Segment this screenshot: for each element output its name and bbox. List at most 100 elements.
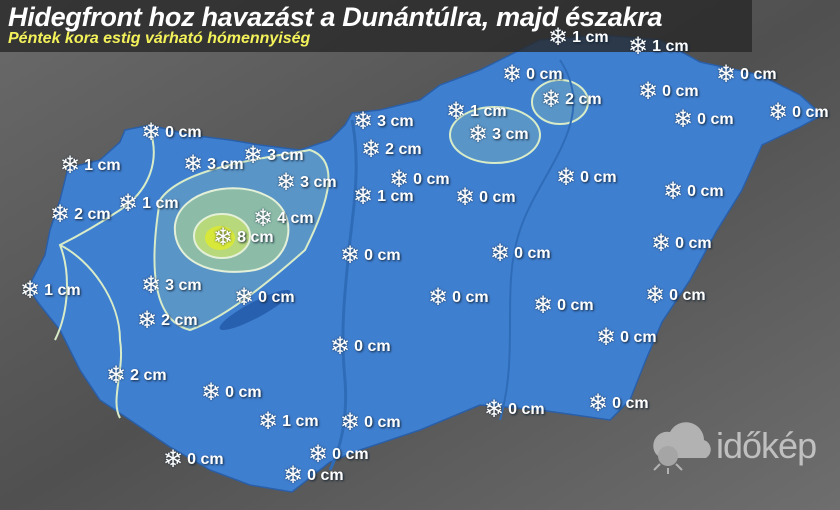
lake-balaton (219, 289, 291, 331)
station-marker: ❄ 0 cm (389, 168, 450, 192)
snowflake-icon: ❄ (201, 379, 222, 406)
snowflake-icon: ❄ (428, 284, 449, 311)
snow-amount-label: 0 cm (514, 245, 551, 262)
station-marker: ❄ 0 cm (428, 286, 489, 310)
station-marker: ❄ 0 cm (768, 101, 829, 125)
snowflake-icon: ❄ (141, 119, 162, 146)
snow-amount-label: 3 cm (165, 277, 202, 294)
snowflake-icon: ❄ (541, 86, 562, 113)
snowflake-icon: ❄ (556, 164, 577, 191)
station-marker: ❄ 2 cm (50, 203, 111, 227)
snow-amount-label: 0 cm (620, 329, 657, 346)
snow-amount-label: 0 cm (669, 287, 706, 304)
station-marker: ❄ 8 cm (213, 226, 274, 250)
station-marker: ❄ 0 cm (673, 108, 734, 132)
station-marker: ❄ 0 cm (201, 381, 262, 405)
station-marker: ❄ 0 cm (308, 443, 369, 467)
snow-amount-label: 8 cm (237, 229, 274, 246)
title-bar: Hidegfront hoz havazást a Dunántúlra, ma… (0, 0, 752, 52)
station-marker: ❄ 1 cm (548, 26, 609, 50)
snowflake-icon: ❄ (389, 166, 410, 193)
snow-amount-label: 1 cm (84, 157, 121, 174)
station-marker: ❄ 0 cm (330, 335, 391, 359)
snow-amount-label: 0 cm (452, 289, 489, 306)
snow-amount-label: 0 cm (580, 169, 617, 186)
snowflake-icon: ❄ (276, 169, 297, 196)
snow-amount-label: 0 cm (675, 235, 712, 252)
snowflake-icon: ❄ (106, 362, 127, 389)
station-marker: ❄ 2 cm (106, 364, 167, 388)
station-marker: ❄ 1 cm (118, 192, 179, 216)
snow-amount-label: 0 cm (508, 401, 545, 418)
snowflake-icon: ❄ (596, 324, 617, 351)
station-marker: ❄ 3 cm (183, 153, 244, 177)
snowflake-icon: ❄ (548, 24, 569, 51)
river-danube (328, 119, 358, 471)
station-marker: ❄ 3 cm (276, 171, 337, 195)
snowflake-icon: ❄ (484, 396, 505, 423)
snow-amount-label: 0 cm (364, 414, 401, 431)
station-marker: ❄ 0 cm (638, 80, 699, 104)
snow-amount-label: 2 cm (130, 367, 167, 384)
snowflake-icon: ❄ (213, 224, 234, 251)
snow-amount-label: 2 cm (385, 141, 422, 158)
idokep-logo: időkép (648, 418, 817, 474)
snow-amount-label: 1 cm (44, 282, 81, 299)
station-marker: ❄ 2 cm (137, 309, 198, 333)
station-marker: ❄ 1 cm (446, 100, 507, 124)
snowflake-icon: ❄ (258, 408, 279, 435)
hungary-country-area (27, 34, 824, 493)
snowflake-icon: ❄ (446, 98, 467, 125)
station-marker: ❄ 0 cm (340, 244, 401, 268)
station-marker: ❄ 1 cm (353, 185, 414, 209)
snow-amount-label: 0 cm (526, 66, 563, 83)
contour-8cm-core (205, 226, 235, 250)
snowflake-icon: ❄ (60, 152, 81, 179)
station-marker: ❄ 3 cm (243, 144, 304, 168)
snowflake-icon: ❄ (768, 99, 789, 126)
station-marker: ❄ 0 cm (490, 242, 551, 266)
snow-amount-label: 0 cm (258, 289, 295, 306)
snow-amount-label: 0 cm (557, 297, 594, 314)
contour-2cm-northeast (531, 79, 589, 125)
station-marker: ❄ 2 cm (361, 138, 422, 162)
station-marker: ❄ 0 cm (645, 284, 706, 308)
map-title: Hidegfront hoz havazást a Dunántúlra, ma… (8, 2, 663, 32)
station-marker: ❄ 0 cm (533, 294, 594, 318)
snowflake-icon: ❄ (50, 201, 71, 228)
snowflake-icon: ❄ (628, 33, 649, 60)
station-marker: ❄ 0 cm (588, 392, 649, 416)
snow-amount-label: 0 cm (697, 111, 734, 128)
snow-amount-label: 0 cm (165, 124, 202, 141)
station-marker: ❄ 0 cm (502, 63, 563, 87)
snowflake-icon: ❄ (651, 230, 672, 257)
snowflake-icon: ❄ (455, 184, 476, 211)
station-marker: ❄ 0 cm (163, 448, 224, 472)
station-marker: ❄ 1 cm (60, 154, 121, 178)
station-marker: ❄ 3 cm (141, 274, 202, 298)
snowflake-icon: ❄ (353, 108, 374, 135)
station-marker: ❄ 0 cm (651, 232, 712, 256)
snow-amount-label: 0 cm (364, 247, 401, 264)
station-marker: ❄ 1 cm (628, 35, 689, 59)
snowflake-icon: ❄ (588, 390, 609, 417)
snow-amount-label: 0 cm (354, 338, 391, 355)
station-marker: ❄ 0 cm (340, 411, 401, 435)
river-tisza (499, 59, 575, 421)
snowflake-icon: ❄ (137, 307, 158, 334)
snow-amount-label: 0 cm (612, 395, 649, 412)
snow-amount-label: 4 cm (277, 210, 314, 227)
snow-amount-label: 2 cm (161, 312, 198, 329)
station-marker: ❄ 0 cm (716, 63, 777, 87)
station-marker: ❄ 0 cm (596, 326, 657, 350)
station-marker: ❄ 0 cm (663, 180, 724, 204)
snow-amount-label: 0 cm (332, 446, 369, 463)
snowflake-icon: ❄ (243, 142, 264, 169)
snowflake-icon: ❄ (361, 136, 382, 163)
snow-amount-label: 2 cm (74, 206, 111, 223)
snow-amount-label: 1 cm (282, 413, 319, 430)
snow-amount-label: 0 cm (307, 467, 344, 484)
logo-text: időkép (716, 425, 817, 466)
snow-amount-label: 3 cm (300, 174, 337, 191)
